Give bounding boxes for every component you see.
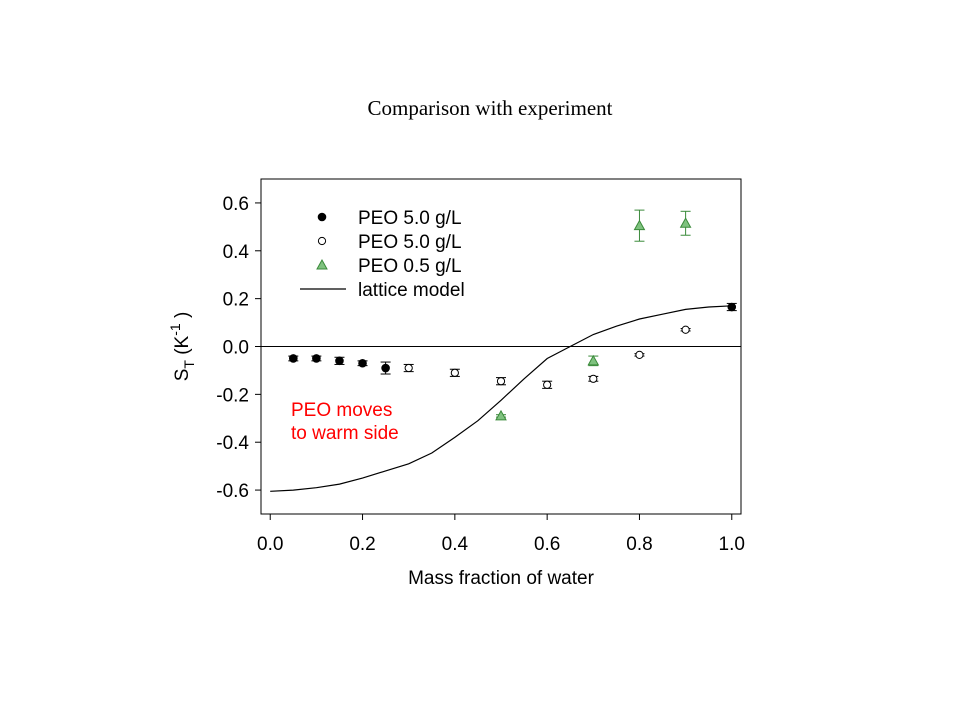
legend-label: PEO 5.0 g/L [358, 208, 462, 229]
y-tick-label: 0.0 [223, 338, 249, 359]
slide-title: Comparison with experiment [367, 96, 613, 120]
x-tick-label: 0.8 [626, 534, 652, 555]
y-tick-label: 0.4 [223, 242, 250, 263]
legend-swatch [317, 236, 327, 246]
data-point-series-2 [496, 377, 506, 386]
legend-swatch [317, 212, 327, 222]
y-tick-label: 0.6 [223, 194, 249, 215]
x-axis-label: Mass fraction of water [408, 568, 595, 589]
legend-label: lattice model [358, 280, 465, 301]
y-axis-label-unit: (K [172, 335, 193, 360]
data-point-series-2 [404, 363, 413, 373]
data-point-series-2 [589, 374, 598, 383]
data-point-series-2 [543, 380, 552, 389]
y-axis-label-unit-close: ) [172, 312, 193, 324]
lattice-model-curve [270, 305, 732, 492]
data-point-series-3 [587, 354, 600, 366]
y-tick-label: 0.2 [223, 290, 249, 311]
y-axis-label-symbol: S [172, 369, 193, 382]
data-point-series-3 [495, 409, 507, 421]
legend-swatch [316, 258, 328, 270]
data-point-series-2 [450, 368, 459, 377]
data-point-series-1 [727, 302, 737, 312]
data-point-series-1 [381, 363, 390, 373]
y-tick-label: -0.6 [216, 481, 249, 502]
x-tick-label: 1.0 [719, 534, 745, 555]
x-tick-label: 0.2 [349, 534, 375, 555]
y-tick-label: -0.4 [216, 433, 249, 454]
data-point-series-1 [289, 354, 298, 363]
data-point-series-1 [358, 358, 367, 368]
data-point-series-3 [679, 217, 692, 228]
legend-label: PEO 0.5 g/L [358, 256, 462, 277]
y-tick-label: -0.2 [216, 385, 249, 406]
y-axis-label-subscript: T [181, 360, 197, 369]
data-point-series-1 [312, 354, 321, 363]
x-tick-label: 0.4 [442, 534, 469, 555]
data-point-series-1 [335, 356, 344, 366]
data-point-series-2 [635, 350, 644, 359]
data-point-series-3 [633, 219, 646, 231]
y-axis-label-superscript: -1 [167, 323, 183, 336]
annotation-text: to warm side [291, 423, 399, 444]
annotation-text: PEO moves [291, 400, 392, 421]
y-axis-label: ST (K-1 ) [167, 312, 197, 382]
legend-label: PEO 5.0 g/L [358, 232, 462, 253]
x-tick-label: 0.0 [257, 534, 283, 555]
x-tick-label: 0.6 [534, 534, 560, 555]
data-point-series-2 [681, 325, 690, 334]
